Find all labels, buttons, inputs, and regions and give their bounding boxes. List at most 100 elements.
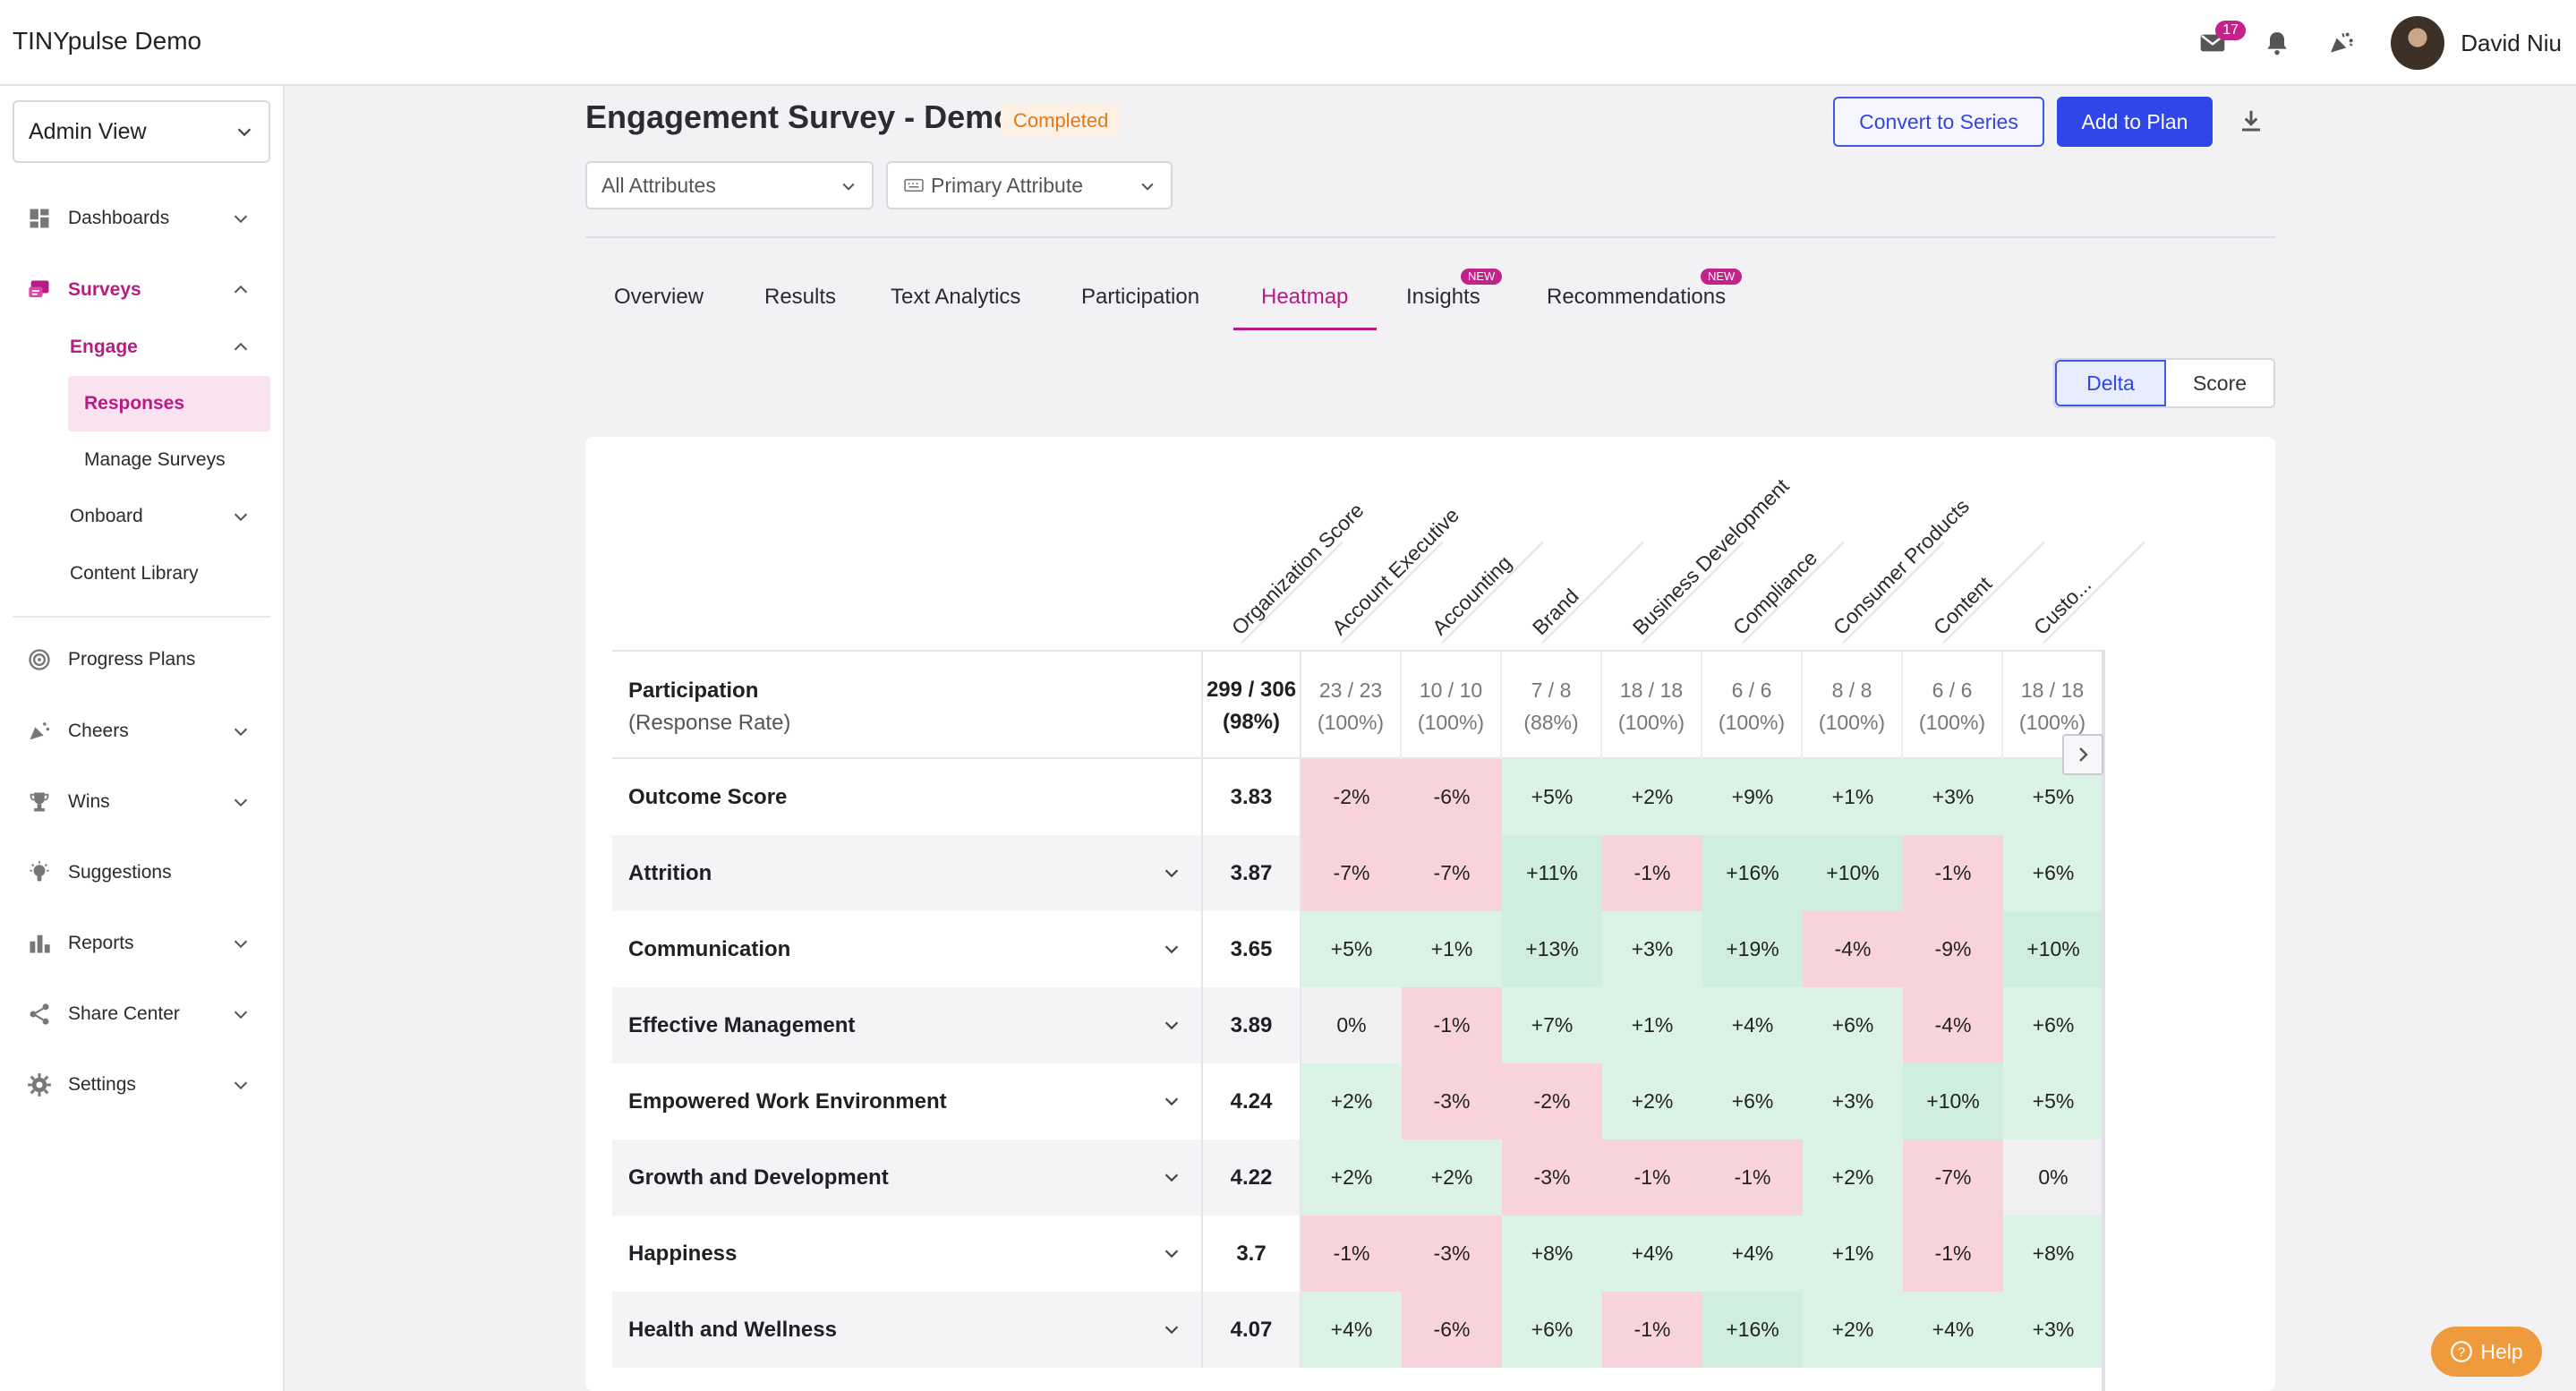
sidebar-item-dashboards[interactable]: Dashboards (0, 192, 285, 245)
sidebar-item-engage[interactable]: Engage (0, 320, 285, 374)
heatmap-cell[interactable]: +3% (2003, 1292, 2103, 1368)
heatmap-cell[interactable]: +5% (1502, 759, 1602, 835)
heatmap-cell[interactable]: +4% (1602, 1216, 1702, 1292)
heatmap-cell[interactable]: +8% (1502, 1216, 1602, 1292)
heatmap-cell[interactable]: -1% (1602, 1139, 1702, 1216)
table-row[interactable]: Attrition 3.87 -7% -7% +11% -1% +16% +10% -1% +6% (612, 835, 2103, 911)
heatmap-cell[interactable]: +19% (1702, 911, 1803, 987)
attributes-filter[interactable]: All Attributes (585, 161, 874, 209)
heatmap-cell[interactable]: +11% (1502, 835, 1602, 911)
heatmap-cell[interactable]: +1% (1803, 1216, 1903, 1292)
heatmap-cell[interactable]: -6% (1402, 1292, 1502, 1368)
heatmap-cell[interactable]: -1% (1903, 835, 2003, 911)
sidebar-item-settings[interactable]: Settings (0, 1058, 285, 1112)
heatmap-cell[interactable]: +16% (1702, 835, 1803, 911)
table-row[interactable]: Effective Management 3.89 0% -1% +7% +1% +4% +6… (612, 987, 2103, 1063)
heatmap-cell[interactable]: +7% (1502, 987, 1602, 1063)
heatmap-cell[interactable]: -7% (1402, 835, 1502, 911)
heatmap-cell[interactable]: +2% (1803, 1292, 1903, 1368)
heatmap-cell[interactable]: +6% (2003, 835, 2103, 911)
chevron-down-icon[interactable] (1162, 1319, 1181, 1339)
heatmap-cell[interactable]: +1% (1803, 759, 1903, 835)
heatmap-cell[interactable]: +3% (1602, 911, 1702, 987)
heatmap-cell[interactable]: -3% (1502, 1139, 1602, 1216)
heatmap-cell[interactable]: 0% (1301, 987, 1402, 1063)
table-row[interactable]: Communication 3.65 +5% +1% +13% +3% +19% -4% -9%… (612, 911, 2103, 987)
tab-insights[interactable]: Insights (1406, 285, 1480, 309)
heatmap-cell[interactable]: +1% (1602, 987, 1702, 1063)
tab-text-analytics[interactable]: Text Analytics (891, 285, 1021, 309)
heatmap-cell[interactable]: +4% (1903, 1292, 2003, 1368)
heatmap-cell[interactable]: -1% (1602, 1292, 1702, 1368)
heatmap-cell[interactable]: -1% (1602, 835, 1702, 911)
view-select[interactable]: Admin View (13, 100, 270, 163)
heatmap-cell[interactable]: -3% (1402, 1216, 1502, 1292)
table-row[interactable]: Health and Wellness 4.07 +4% -6% +6% -1% +16% +… (612, 1292, 2103, 1368)
heatmap-cell[interactable]: +5% (2003, 1063, 2103, 1139)
sidebar-item-responses[interactable]: Responses (0, 377, 285, 431)
cheers-icon[interactable] (2326, 28, 2357, 58)
chevron-down-icon[interactable] (1162, 863, 1181, 883)
table-row[interactable]: Empowered Work Environment 4.24 +2% -3% -2% +… (612, 1063, 2103, 1139)
sidebar-item-cheers[interactable]: Cheers (0, 704, 285, 758)
sidebar-item-onboard[interactable]: Onboard (0, 490, 285, 543)
heatmap-cell[interactable]: +10% (1803, 835, 1903, 911)
tab-heatmap[interactable]: Heatmap (1261, 285, 1349, 309)
heatmap-cell[interactable]: -1% (1301, 1216, 1402, 1292)
add-to-plan-button[interactable]: Add to Plan (2057, 97, 2213, 147)
tab-recommendations[interactable]: Recommendations (1547, 285, 1727, 309)
heatmap-cell[interactable]: -7% (1903, 1139, 2003, 1216)
chevron-down-icon[interactable] (1162, 1015, 1181, 1035)
sidebar-item-progress-plans[interactable]: Progress Plans (0, 633, 285, 687)
bell-icon[interactable] (2262, 28, 2292, 58)
table-row[interactable]: Outcome Score 3.83 -2% -6% +5% +2% +9% +1% +3% +5… (612, 759, 2103, 835)
heatmap-cell[interactable]: -6% (1402, 759, 1502, 835)
heatmap-cell[interactable]: -1% (1702, 1139, 1803, 1216)
sidebar-item-manage-surveys[interactable]: Manage Surveys (0, 433, 285, 487)
sidebar-item-reports[interactable]: Reports (0, 917, 285, 970)
chevron-down-icon[interactable] (1162, 1091, 1181, 1111)
sidebar-item-suggestions[interactable]: Suggestions (0, 846, 285, 900)
sidebar-item-share-center[interactable]: Share Center (0, 987, 285, 1041)
heatmap-cell[interactable]: -4% (1803, 911, 1903, 987)
heatmap-cell[interactable]: +10% (2003, 911, 2103, 987)
chevron-down-icon[interactable] (1162, 1167, 1181, 1187)
heatmap-cell[interactable]: +4% (1702, 987, 1803, 1063)
scroll-right-button[interactable] (2062, 734, 2103, 775)
heatmap-cell[interactable]: +9% (1702, 759, 1803, 835)
heatmap-cell[interactable]: -7% (1301, 835, 1402, 911)
heatmap-cell[interactable]: +5% (1301, 911, 1402, 987)
chevron-down-icon[interactable] (1162, 939, 1181, 959)
table-row[interactable]: Happiness 3.7 -1% -3% +8% +4% +4% +1% -1% +8% (612, 1216, 2103, 1292)
heatmap-cell[interactable]: +3% (1803, 1063, 1903, 1139)
heatmap-cell[interactable]: -3% (1402, 1063, 1502, 1139)
heatmap-cell[interactable]: +16% (1702, 1292, 1803, 1368)
heatmap-cell[interactable]: +2% (1301, 1063, 1402, 1139)
heatmap-cell[interactable]: +1% (1402, 911, 1502, 987)
heatmap-cell[interactable]: +4% (1301, 1292, 1402, 1368)
heatmap-cell[interactable]: 0% (2003, 1139, 2103, 1216)
primary-attribute-filter[interactable]: Primary Attribute (886, 161, 1173, 209)
delta-option[interactable]: Delta (2055, 360, 2166, 406)
tab-participation[interactable]: Participation (1081, 285, 1200, 309)
heatmap-cell[interactable]: +6% (2003, 987, 2103, 1063)
download-icon[interactable] (2238, 107, 2265, 134)
help-button[interactable]: ? Help (2431, 1327, 2542, 1377)
heatmap-cell[interactable]: -2% (1301, 759, 1402, 835)
heatmap-cell[interactable]: +6% (1803, 987, 1903, 1063)
heatmap-cell[interactable]: +6% (1502, 1292, 1602, 1368)
sidebar-item-surveys[interactable]: Surveys (0, 263, 285, 317)
convert-to-series-button[interactable]: Convert to Series (1833, 97, 2044, 147)
heatmap-cell[interactable]: +3% (1903, 759, 2003, 835)
heatmap-cell[interactable]: +2% (1602, 759, 1702, 835)
tab-results[interactable]: Results (764, 285, 837, 309)
heatmap-cell[interactable]: +10% (1903, 1063, 2003, 1139)
heatmap-cell[interactable]: +2% (1602, 1063, 1702, 1139)
heatmap-cell[interactable]: +4% (1702, 1216, 1803, 1292)
mail-icon[interactable]: 17 (2197, 21, 2247, 58)
heatmap-cell[interactable]: +8% (2003, 1216, 2103, 1292)
heatmap-cell[interactable]: +13% (1502, 911, 1602, 987)
chevron-down-icon[interactable] (1162, 1243, 1181, 1263)
sidebar-item-wins[interactable]: Wins (0, 775, 285, 829)
heatmap-cell[interactable]: +6% (1702, 1063, 1803, 1139)
